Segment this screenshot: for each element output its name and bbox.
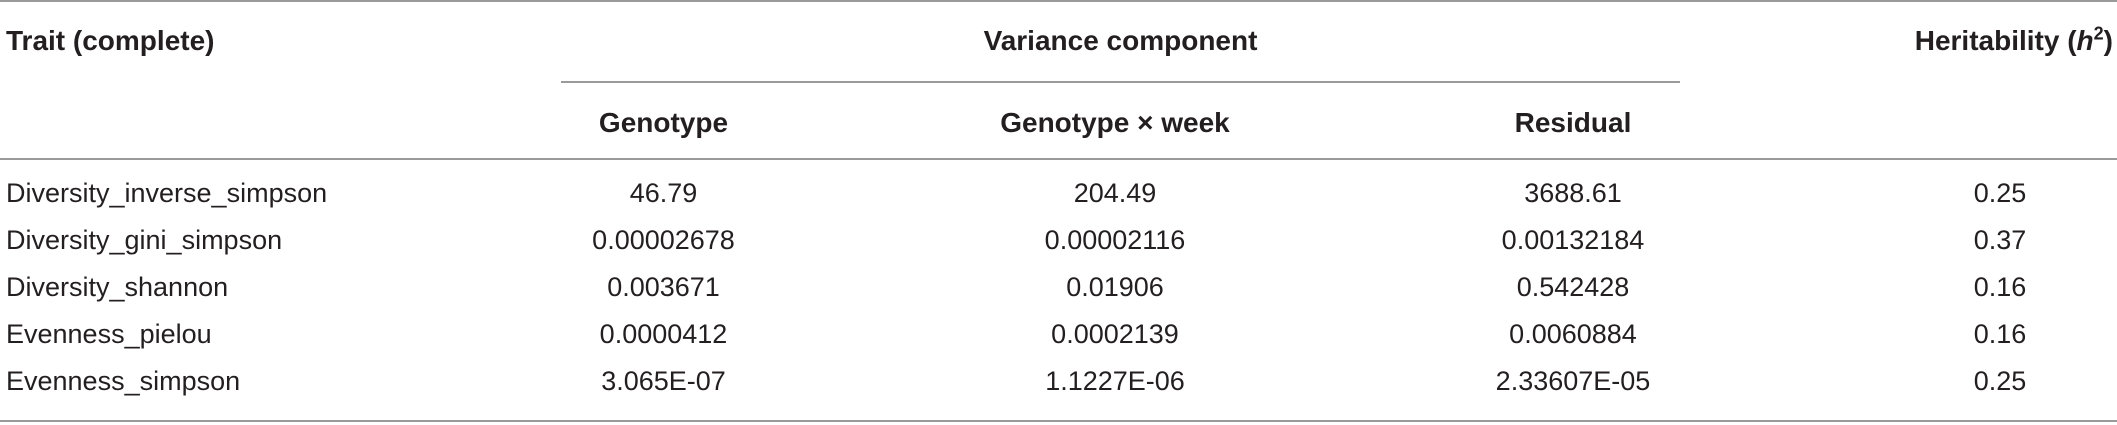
header-bottom-rule: [0, 158, 2117, 160]
cell-heritability: 0.16: [1973, 272, 2027, 302]
cell-heritability: 0.25: [1973, 178, 2027, 208]
cell-genotype: 46.79: [629, 178, 698, 208]
cell-genotype-week: 0.01906: [1066, 272, 1164, 302]
header-residual: Residual: [1514, 107, 1632, 138]
cell-trait: Diversity_inverse_simpson: [6, 178, 328, 208]
table-row: Evenness_pielou 0.0000412 0.0002139 0.00…: [0, 311, 2117, 358]
cell-genotype: 0.0000412: [599, 319, 728, 349]
cell-genotype-week: 0.00002116: [1044, 225, 1186, 255]
cell-residual: 0.0060884: [1509, 319, 1637, 349]
cell-trait: Diversity_gini_simpson: [6, 225, 283, 255]
header-heritability-h: h: [2076, 25, 2094, 56]
table-bottom-rule: [0, 420, 2117, 422]
cell-trait: Diversity_shannon: [6, 272, 229, 302]
header-genotype: Genotype: [598, 107, 729, 138]
cell-residual: 3688.61: [1524, 178, 1622, 208]
table-row: Diversity_shannon 0.003671 0.01906 0.542…: [0, 264, 2117, 311]
cell-genotype-week: 1.1227E-06: [1045, 366, 1185, 396]
header-trait: Trait (complete): [6, 25, 215, 56]
table-row: Diversity_inverse_simpson 46.79 204.49 3…: [0, 170, 2117, 217]
cell-heritability: 0.25: [1973, 366, 2027, 396]
header-genotype-week: Genotype × week: [1000, 107, 1230, 138]
cell-residual: 2.33607E-05: [1495, 366, 1651, 396]
cell-genotype-week: 0.0002139: [1051, 319, 1179, 349]
cell-genotype: 3.065E-07: [601, 366, 726, 396]
header-heritability-sup: 2: [2093, 23, 2104, 44]
cell-residual: 0.542428: [1516, 272, 1630, 302]
cell-trait: Evenness_pielou: [6, 319, 212, 349]
table-row: Evenness_simpson 3.065E-07 1.1227E-06 2.…: [0, 358, 2117, 405]
cell-heritability: 0.37: [1973, 225, 2027, 255]
table-top-rule: [0, 0, 2117, 2]
header-heritability: Heritability (h2): [1915, 24, 2113, 58]
header-heritability-prefix: Heritability (: [1914, 25, 2077, 56]
cell-trait: Evenness_simpson: [6, 366, 241, 396]
cell-genotype: 0.00002678: [592, 225, 735, 255]
header-variance-component: Variance component: [983, 25, 1258, 56]
cell-residual: 0.00132184: [1501, 225, 1645, 255]
variance-span-rule: [561, 81, 1680, 83]
cell-genotype: 0.003671: [607, 272, 720, 302]
table-row: Diversity_gini_simpson 0.00002678 0.0000…: [0, 217, 2117, 264]
cell-genotype-week: 204.49: [1073, 178, 1157, 208]
cell-heritability: 0.16: [1973, 319, 2027, 349]
header-heritability-suffix: ): [2103, 25, 2113, 56]
